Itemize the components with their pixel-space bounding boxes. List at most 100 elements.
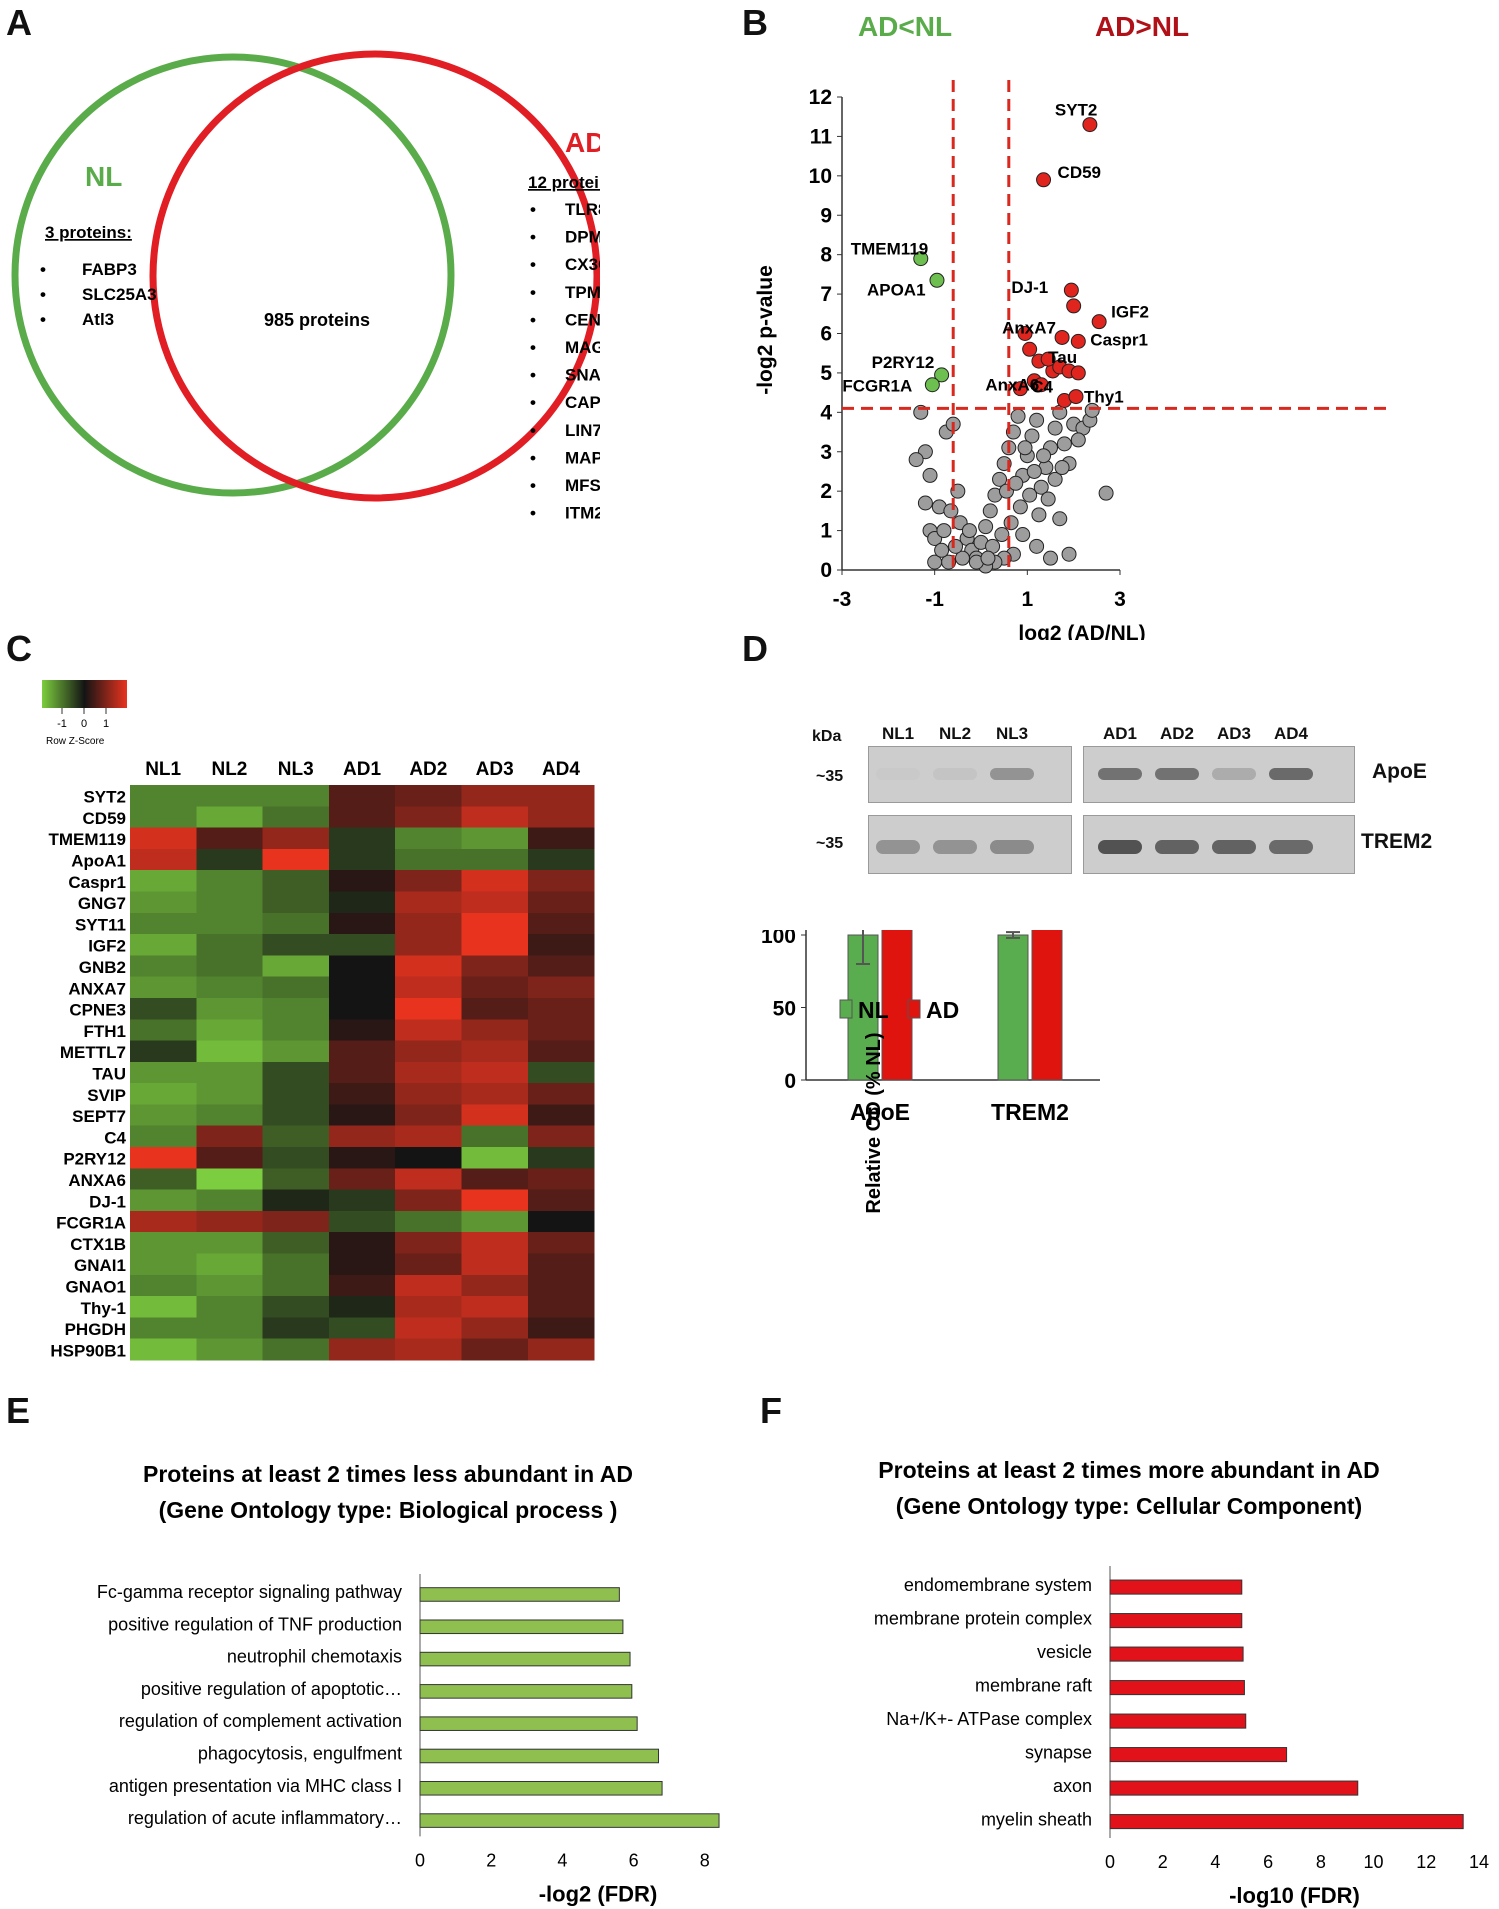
volcano-point-up: [1033, 377, 1049, 393]
ad-list-bullet: •: [530, 255, 536, 274]
heatmap-cell: [395, 870, 463, 893]
zscore-tick-label: 0: [81, 718, 87, 730]
volcano-x-tick-label: 3: [1114, 588, 1126, 611]
heatmap-cell: [461, 976, 529, 999]
heatmap-cell: [395, 1296, 463, 1319]
volcano-point-down: [913, 251, 929, 267]
go-cc-bar: [1109, 1613, 1243, 1629]
heatmap-cell: [262, 997, 330, 1020]
ad-list-item: DPM3: [565, 228, 600, 247]
heatmap-cell: [395, 1232, 463, 1255]
heatmap-cell: [328, 1253, 396, 1276]
heatmap-column-label: NL2: [211, 759, 247, 780]
heatmap-cell: [328, 976, 396, 999]
heatmap-row-label: IGF2: [88, 937, 126, 956]
volcano-y-tick-label: 4: [820, 401, 832, 424]
ad-circle: [149, 50, 600, 502]
od-category-label: TREM2: [991, 1099, 1069, 1125]
heatmap-cell: [461, 1317, 529, 1340]
heatmap-cell: [395, 1147, 463, 1169]
heatmap-cell: [527, 1125, 595, 1148]
heatmap-cell: [262, 955, 330, 978]
heatmap-row-label: ANXA6: [68, 1171, 126, 1190]
heatmap-cell: [328, 806, 396, 829]
heatmap-cell: [328, 1168, 396, 1191]
volcano-y-tick-label: 10: [809, 165, 832, 188]
heatmap-cell: [130, 848, 197, 871]
volcano-y-tick-label: 12: [809, 86, 832, 109]
volcano-point: [1015, 527, 1031, 543]
trem2-band: [1155, 840, 1199, 854]
volcano-point: [1026, 463, 1042, 479]
western-blot-panel: kDa NL1 NL2 NL3 AD1 AD2 AD3 AD4 ~35 ~35 ApoE T…: [740, 660, 1499, 1380]
heatmap-row-label: Caspr1: [68, 873, 126, 892]
heatmap-cell: [196, 1253, 264, 1276]
volcano-point-up: [1040, 351, 1056, 367]
volcano-point-label: IGF2: [1111, 303, 1149, 322]
heatmap-cell: [328, 1189, 396, 1212]
go-cc-bar: [1109, 1713, 1247, 1729]
heatmap-cell: [461, 827, 529, 850]
heatmap-cell: [395, 1317, 463, 1340]
go-cc-x-tick-label: 10: [1364, 1852, 1384, 1872]
volcano-point: [982, 503, 998, 519]
heatmap-cell: [461, 1040, 529, 1063]
od-bar-ad: [1031, 930, 1063, 1081]
heatmap-cell: [196, 1210, 264, 1233]
heatmap-cell: [328, 870, 396, 893]
volcano-point: [1040, 491, 1056, 507]
heatmap-cell: [461, 1019, 529, 1042]
volcano-point: [943, 503, 959, 519]
panel-label-a: A: [6, 2, 32, 43]
heatmap-cell: [196, 934, 264, 956]
heatmap-cell: [130, 912, 197, 935]
go-cc-x-axis-label: -log10 (FDR): [1229, 1883, 1360, 1908]
heatmap-cell: [461, 1168, 529, 1191]
go-cc-category-label: synapse: [1025, 1742, 1092, 1762]
heatmap-cell: [196, 1296, 264, 1319]
heatmap-cell: [527, 870, 595, 893]
volcano-point-label: SYT2: [1055, 101, 1098, 120]
volcano-point: [1024, 428, 1040, 444]
heatmap-cell: [130, 955, 197, 978]
ad-list-item: MAPK1: [565, 448, 600, 467]
go-cc-x-tick-label: 4: [1210, 1852, 1220, 1872]
apoe-blot-nl: [868, 746, 1072, 803]
volcano-point: [908, 452, 924, 468]
heatmap-cell: [527, 785, 595, 807]
heatmap-row-label: PHGDH: [65, 1320, 126, 1339]
volcano-point-label: AnxA7: [1002, 318, 1056, 337]
heatmap-row-label: CTX1B: [70, 1235, 126, 1254]
volcano-point-up: [1022, 341, 1038, 357]
heatmap-cell: [395, 1338, 463, 1361]
heatmap-cell: [461, 870, 529, 893]
nl-circle: [11, 53, 455, 497]
heatmap-cell: [130, 785, 197, 807]
heatmap-cell: [395, 1253, 463, 1276]
heatmap-cell: [196, 827, 264, 850]
go-cc-bar: [1109, 1646, 1244, 1662]
heatmap-cell: [527, 1019, 595, 1042]
heatmap-cell: [395, 934, 463, 956]
heatmap-cell: [395, 1083, 463, 1106]
od-y-tick-label: 100: [761, 930, 796, 948]
heatmap-cell: [527, 997, 595, 1020]
heatmap-cell: [527, 1061, 595, 1084]
heatmap-cell: [527, 848, 595, 871]
heatmap-cell: [461, 1125, 529, 1148]
nl-list-item: Atl3: [82, 310, 114, 329]
go-bp-category-label: regulation of complement activation: [119, 1711, 402, 1731]
heatmap-cell: [395, 1274, 463, 1297]
panel-label-e: E: [6, 1390, 31, 1431]
heatmap-row-label: HSP90B1: [50, 1341, 126, 1360]
heatmap-cell: [130, 806, 197, 829]
trem2-blot-label: TREM2: [1361, 830, 1433, 853]
volcano-point: [1012, 499, 1028, 515]
volcano-point: [948, 538, 964, 554]
volcano-y-tick-label: 0: [820, 559, 832, 582]
heatmap-column-label: NL3: [278, 759, 314, 780]
go-bp-category-label: positive regulation of TNF production: [108, 1614, 402, 1634]
volcano-point: [917, 495, 933, 511]
heatmap-cell: [130, 891, 197, 914]
volcano-point: [1029, 412, 1045, 428]
